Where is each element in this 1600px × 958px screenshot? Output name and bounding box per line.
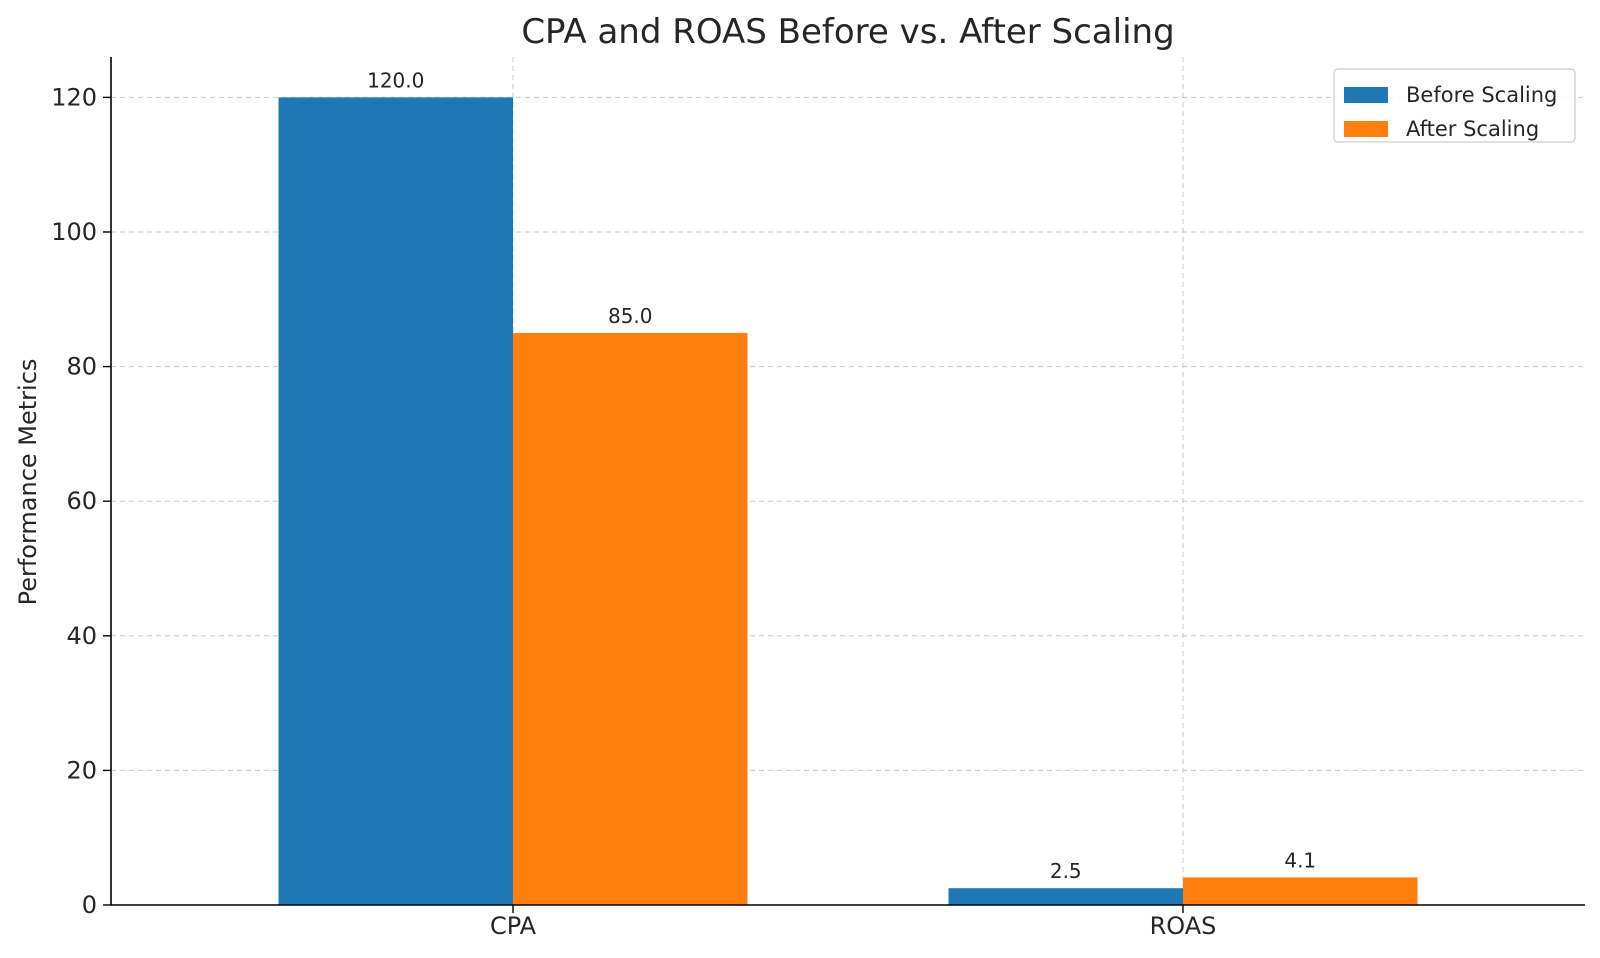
bar-before-scaling-cpa [278, 97, 513, 905]
x-tick-label: CPA [490, 912, 537, 940]
legend-swatch-after-scaling [1344, 121, 1388, 137]
y-tick-label: 100 [51, 218, 97, 246]
bar-after-scaling-roas [1183, 877, 1418, 905]
data-label: 85.0 [608, 304, 653, 328]
data-labels: 120.0 2.5 85.0 4.1 [367, 68, 1316, 883]
legend-label: After Scaling [1406, 117, 1539, 141]
y-tick-label: 0 [82, 891, 97, 919]
axes: 0 20 40 60 80 100 120 CPA ROAS [51, 57, 1585, 940]
y-tick-label: 80 [66, 353, 97, 381]
y-tick-label: 120 [51, 83, 97, 111]
bars [278, 97, 1418, 905]
data-label: 4.1 [1284, 848, 1316, 872]
bar-after-scaling-cpa [513, 332, 748, 905]
x-tick-label: ROAS [1150, 912, 1217, 940]
data-label: 120.0 [367, 68, 424, 92]
legend: Before Scaling After Scaling [1333, 68, 1576, 143]
legend-swatch-before-scaling [1344, 87, 1388, 103]
data-label: 2.5 [1050, 859, 1082, 883]
legend-box [1333, 68, 1576, 143]
y-tick-label: 40 [66, 622, 97, 650]
y-tick-label: 60 [66, 487, 97, 515]
chart-title: CPA and ROAS Before vs. After Scaling [521, 12, 1174, 52]
y-axis-label: Performance Metrics [14, 359, 42, 606]
y-tick-label: 20 [66, 756, 97, 784]
bar-before-scaling-roas [948, 888, 1183, 905]
legend-label: Before Scaling [1406, 83, 1557, 107]
